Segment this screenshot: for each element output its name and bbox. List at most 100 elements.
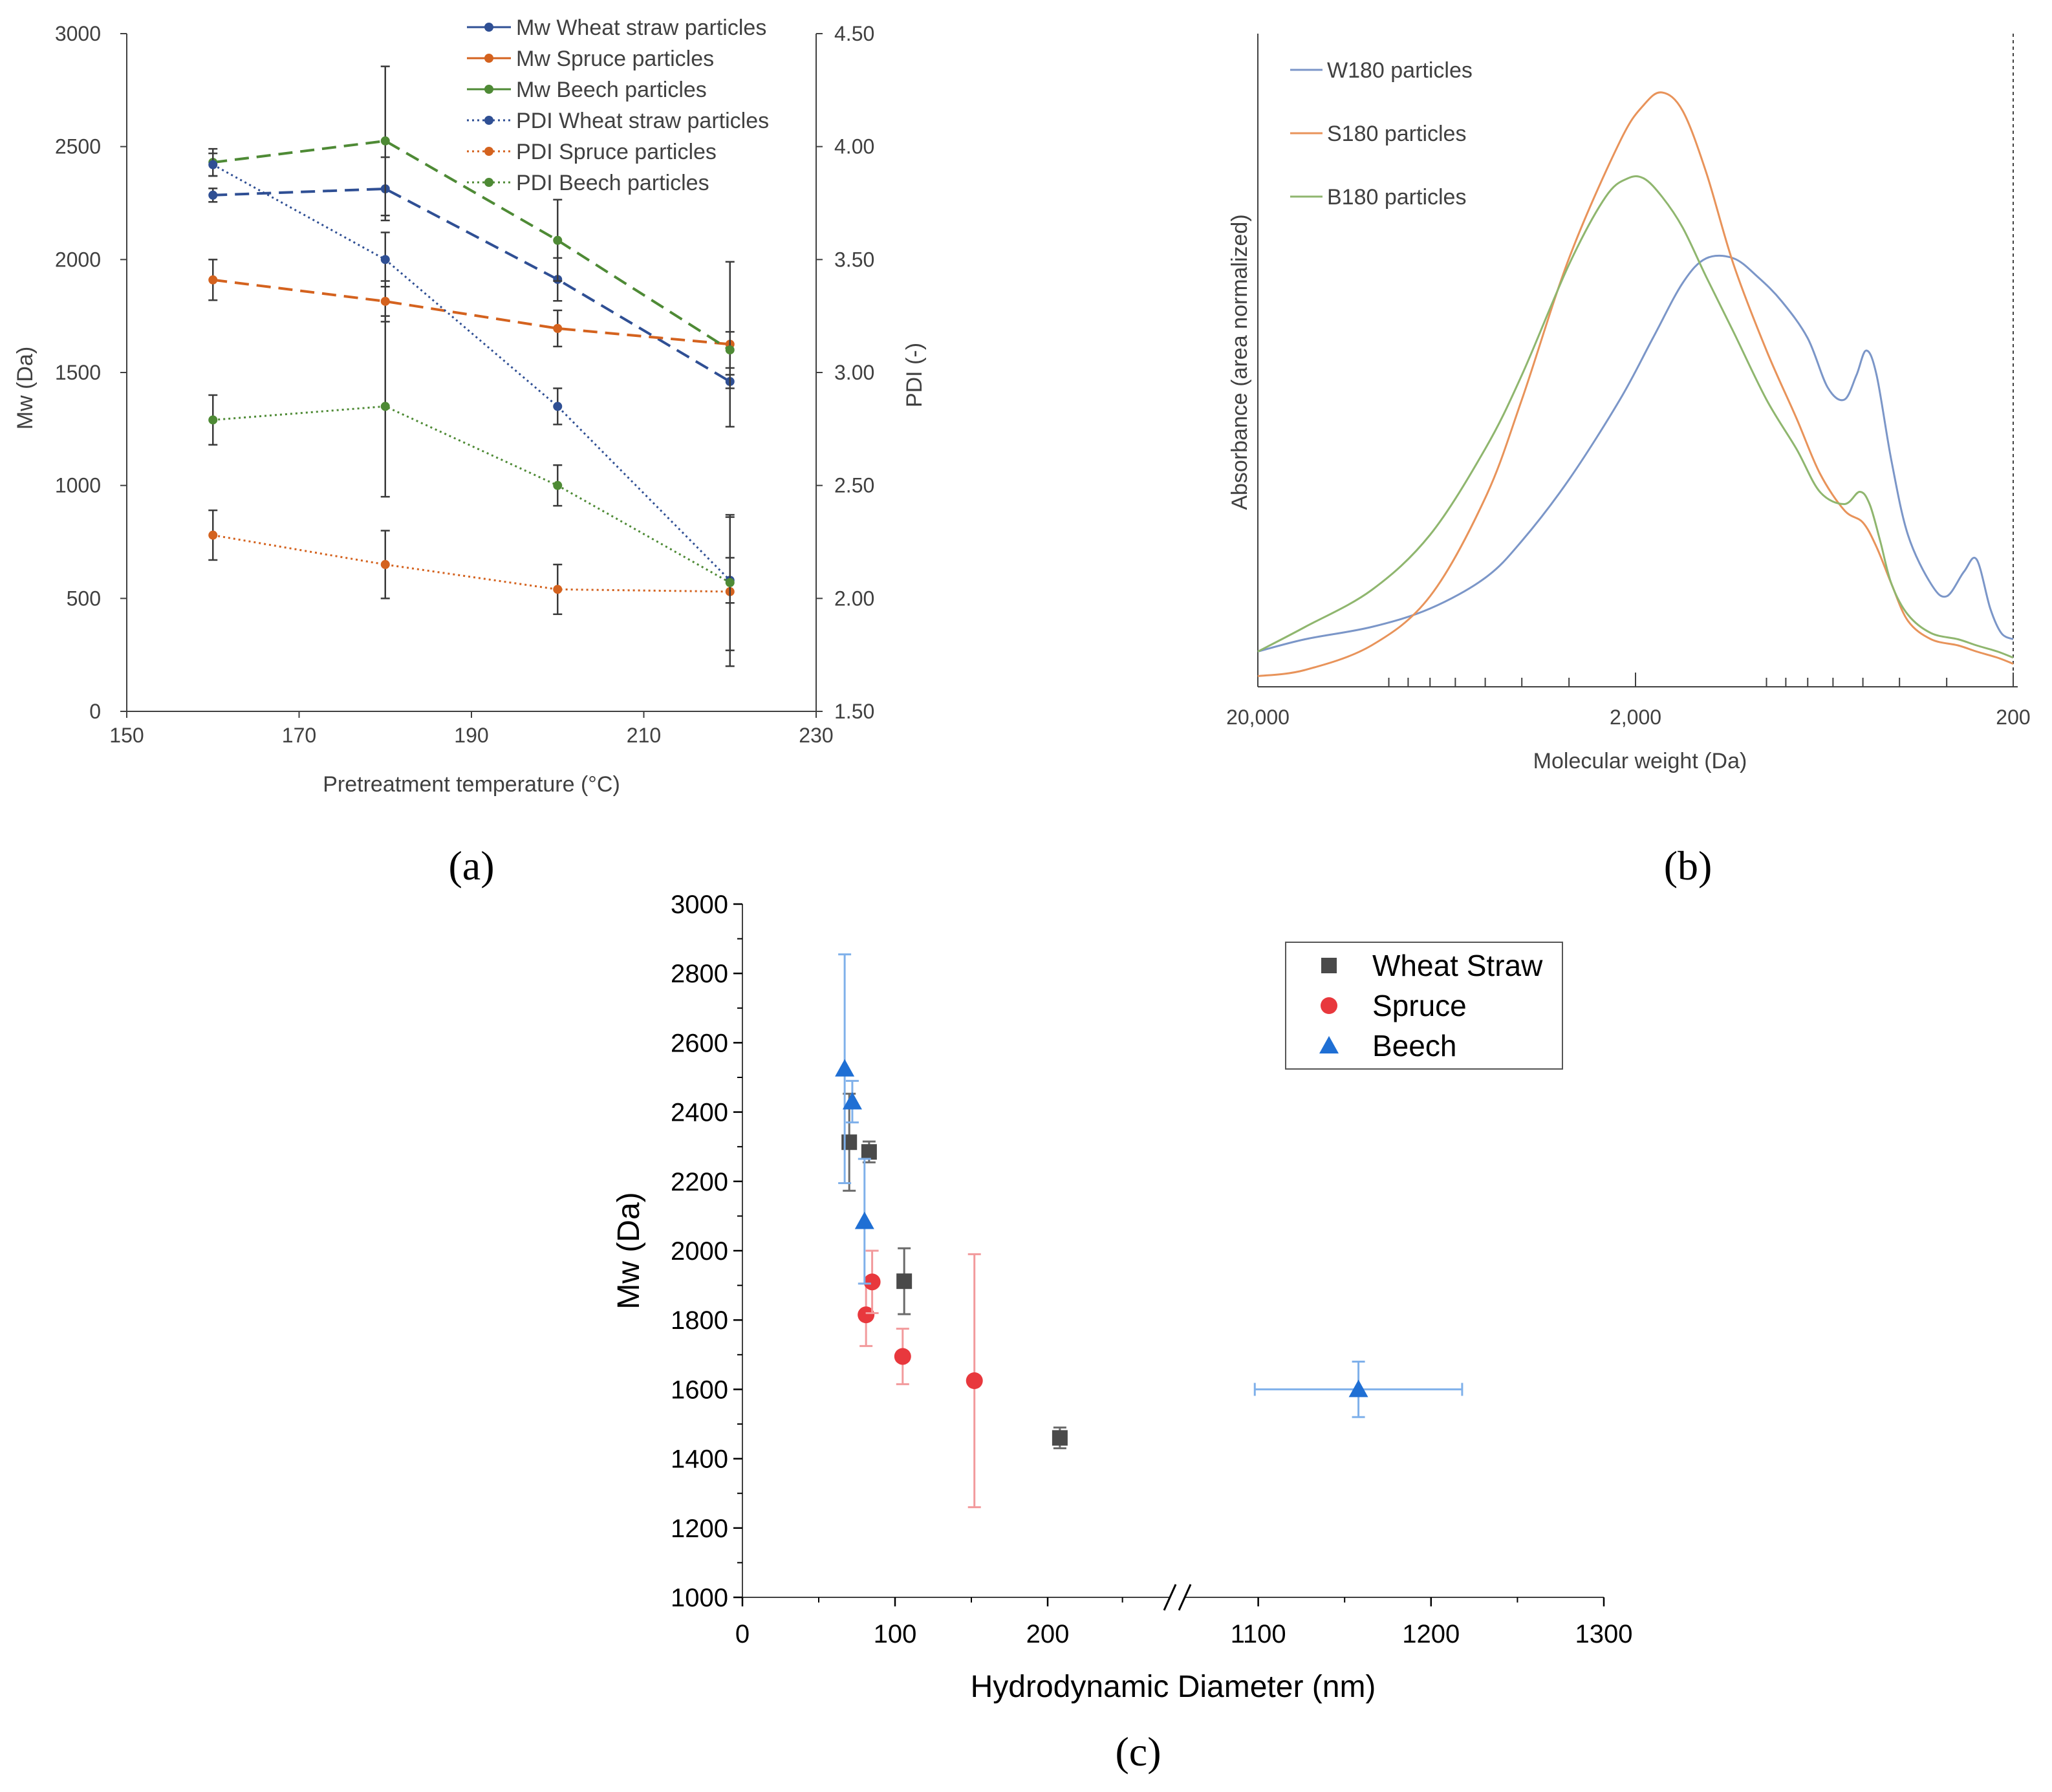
a-legend-label: Mw Spruce particles [516, 47, 714, 71]
b-series-curve [1257, 91, 2014, 677]
a-legend-marker [484, 85, 493, 94]
c-x-tick-label: 200 [1026, 1620, 1070, 1648]
c-y-tick-label: 1800 [671, 1306, 728, 1335]
b-x-tick-label: 20,000 [1226, 706, 1290, 729]
a-y2-tick-label: 3.50 [834, 248, 874, 271]
c-point-spruce [863, 1273, 881, 1291]
c-point-wheat-straw [896, 1273, 913, 1290]
a-data-point [208, 275, 218, 285]
a-y2-tick-label: 2.00 [834, 587, 874, 610]
c-legend-marker-triangle [1319, 1036, 1339, 1053]
a-y-tick-label: 1500 [55, 361, 101, 384]
a-y2-tick-label: 2.50 [834, 474, 874, 497]
b-legend-label: B180 particles [1327, 185, 1466, 210]
c-y-tick-label: 3000 [671, 891, 728, 919]
panel-c-label: (c) [1115, 1729, 1161, 1775]
b-legend-label: W180 particles [1327, 58, 1473, 83]
a-data-point [553, 402, 563, 411]
c-y-tick-label: 2000 [671, 1237, 728, 1266]
c-y-tick-label: 2800 [671, 960, 728, 988]
c-y-tick-label: 2200 [671, 1168, 728, 1196]
a-series-line [212, 534, 730, 593]
c-legend-marker-circle [1321, 997, 1337, 1014]
a-legend-label: Mw Beech particles [516, 78, 707, 102]
a-y-tick-label: 2000 [55, 248, 101, 271]
c-y-axis-label: Mw (Da) [612, 1192, 646, 1309]
c-legend-label: Spruce [1372, 989, 1467, 1022]
a-series-line [212, 164, 731, 581]
b-series-curve [1257, 254, 2014, 653]
a-y-tick-label: 500 [67, 587, 101, 610]
a-data-point [553, 235, 563, 245]
c-legend-marker-square [1321, 958, 1337, 973]
a-data-point [725, 578, 735, 587]
c-y-tick-label: 1400 [671, 1445, 728, 1474]
c-point-beech [854, 1211, 874, 1229]
a-x-tick-label: 230 [799, 724, 833, 747]
a-data-point [208, 415, 218, 425]
c-point-wheat-straw [1052, 1430, 1068, 1446]
c-point-beech [842, 1092, 862, 1110]
a-legend-label: PDI Spruce particles [516, 140, 717, 164]
a-data-point [380, 402, 390, 411]
a-x-tick-label: 210 [627, 724, 661, 747]
b-x-tick-label: 2,000 [1610, 706, 1661, 729]
c-x-tick-label: 1300 [1575, 1620, 1633, 1648]
b-legend-label: S180 particles [1327, 122, 1466, 146]
b-x-axis-label: Molecular weight (Da) [1533, 749, 1747, 773]
c-x-tick-label: 1100 [1231, 1620, 1286, 1648]
a-legend-marker [484, 178, 493, 187]
a-y-tick-label: 3000 [55, 22, 101, 45]
a-data-point [380, 136, 390, 146]
c-axis-break-marks [1163, 1584, 1192, 1611]
b-series-curve [1257, 175, 2014, 659]
a-series-line [213, 405, 731, 584]
c-point-spruce [966, 1372, 983, 1389]
a-data-point [208, 190, 218, 200]
a-legend-marker [484, 116, 493, 125]
c-x-tick-label: 100 [874, 1620, 917, 1648]
c-y-tick-label: 2600 [671, 1029, 728, 1057]
a-data-point [725, 345, 735, 355]
c-y-tick-label: 2400 [671, 1099, 728, 1127]
b-y-axis-label: Absorbance (area normalized) [1227, 214, 1252, 510]
a-y-tick-label: 1000 [55, 474, 101, 497]
a-data-point [380, 559, 390, 569]
a-y-axis-label: Mw (Da) [13, 347, 38, 429]
c-legend-label: Beech [1372, 1029, 1456, 1063]
a-y2-axis-label: PDI (-) [902, 343, 927, 407]
panel-a-chart: 150 170 190 210 230 0 500 1000 1500 2000 2500 3000 1… [13, 16, 927, 889]
a-x-tick-label: 170 [282, 724, 316, 747]
c-y-tick-label: 1600 [671, 1376, 728, 1404]
panel-b-chart: 20,000 2,000 200 W180 particles S180 partic… [1226, 34, 2031, 889]
a-x-tick-label: 190 [454, 724, 488, 747]
c-x-tick-label: 0 [735, 1620, 750, 1648]
c-point-wheat-straw [861, 1144, 877, 1160]
a-legend-marker [484, 54, 493, 63]
c-point-spruce [894, 1348, 911, 1365]
a-legend-marker [484, 147, 493, 156]
c-x-axis-label: Hydrodynamic Diameter (nm) [971, 1670, 1376, 1704]
b-x-tick-label: 200 [1996, 706, 2030, 729]
panel-a-label: (a) [448, 843, 494, 889]
a-series-line [213, 187, 731, 383]
a-series-line [213, 278, 730, 346]
a-legend-label: Mw Wheat straw particles [516, 16, 766, 40]
a-legend-marker [484, 23, 493, 32]
a-x-tick-label: 150 [109, 724, 144, 747]
a-data-point [208, 530, 218, 540]
c-point-beech [1348, 1379, 1368, 1398]
a-x-axis-label: Pretreatment temperature (°C) [323, 772, 620, 797]
a-data-point [380, 296, 390, 306]
c-x-tick-label: 1200 [1402, 1620, 1460, 1648]
a-y-tick-label: 0 [89, 700, 101, 723]
a-y2-tick-label: 4.00 [834, 135, 874, 158]
c-legend-label: Wheat Straw [1372, 949, 1543, 982]
a-y2-tick-label: 1.50 [834, 700, 874, 723]
a-series-line [213, 139, 731, 351]
a-legend-label: PDI Beech particles [516, 171, 709, 195]
a-data-point [380, 255, 390, 264]
a-data-point [553, 585, 563, 594]
a-data-point [208, 160, 218, 169]
